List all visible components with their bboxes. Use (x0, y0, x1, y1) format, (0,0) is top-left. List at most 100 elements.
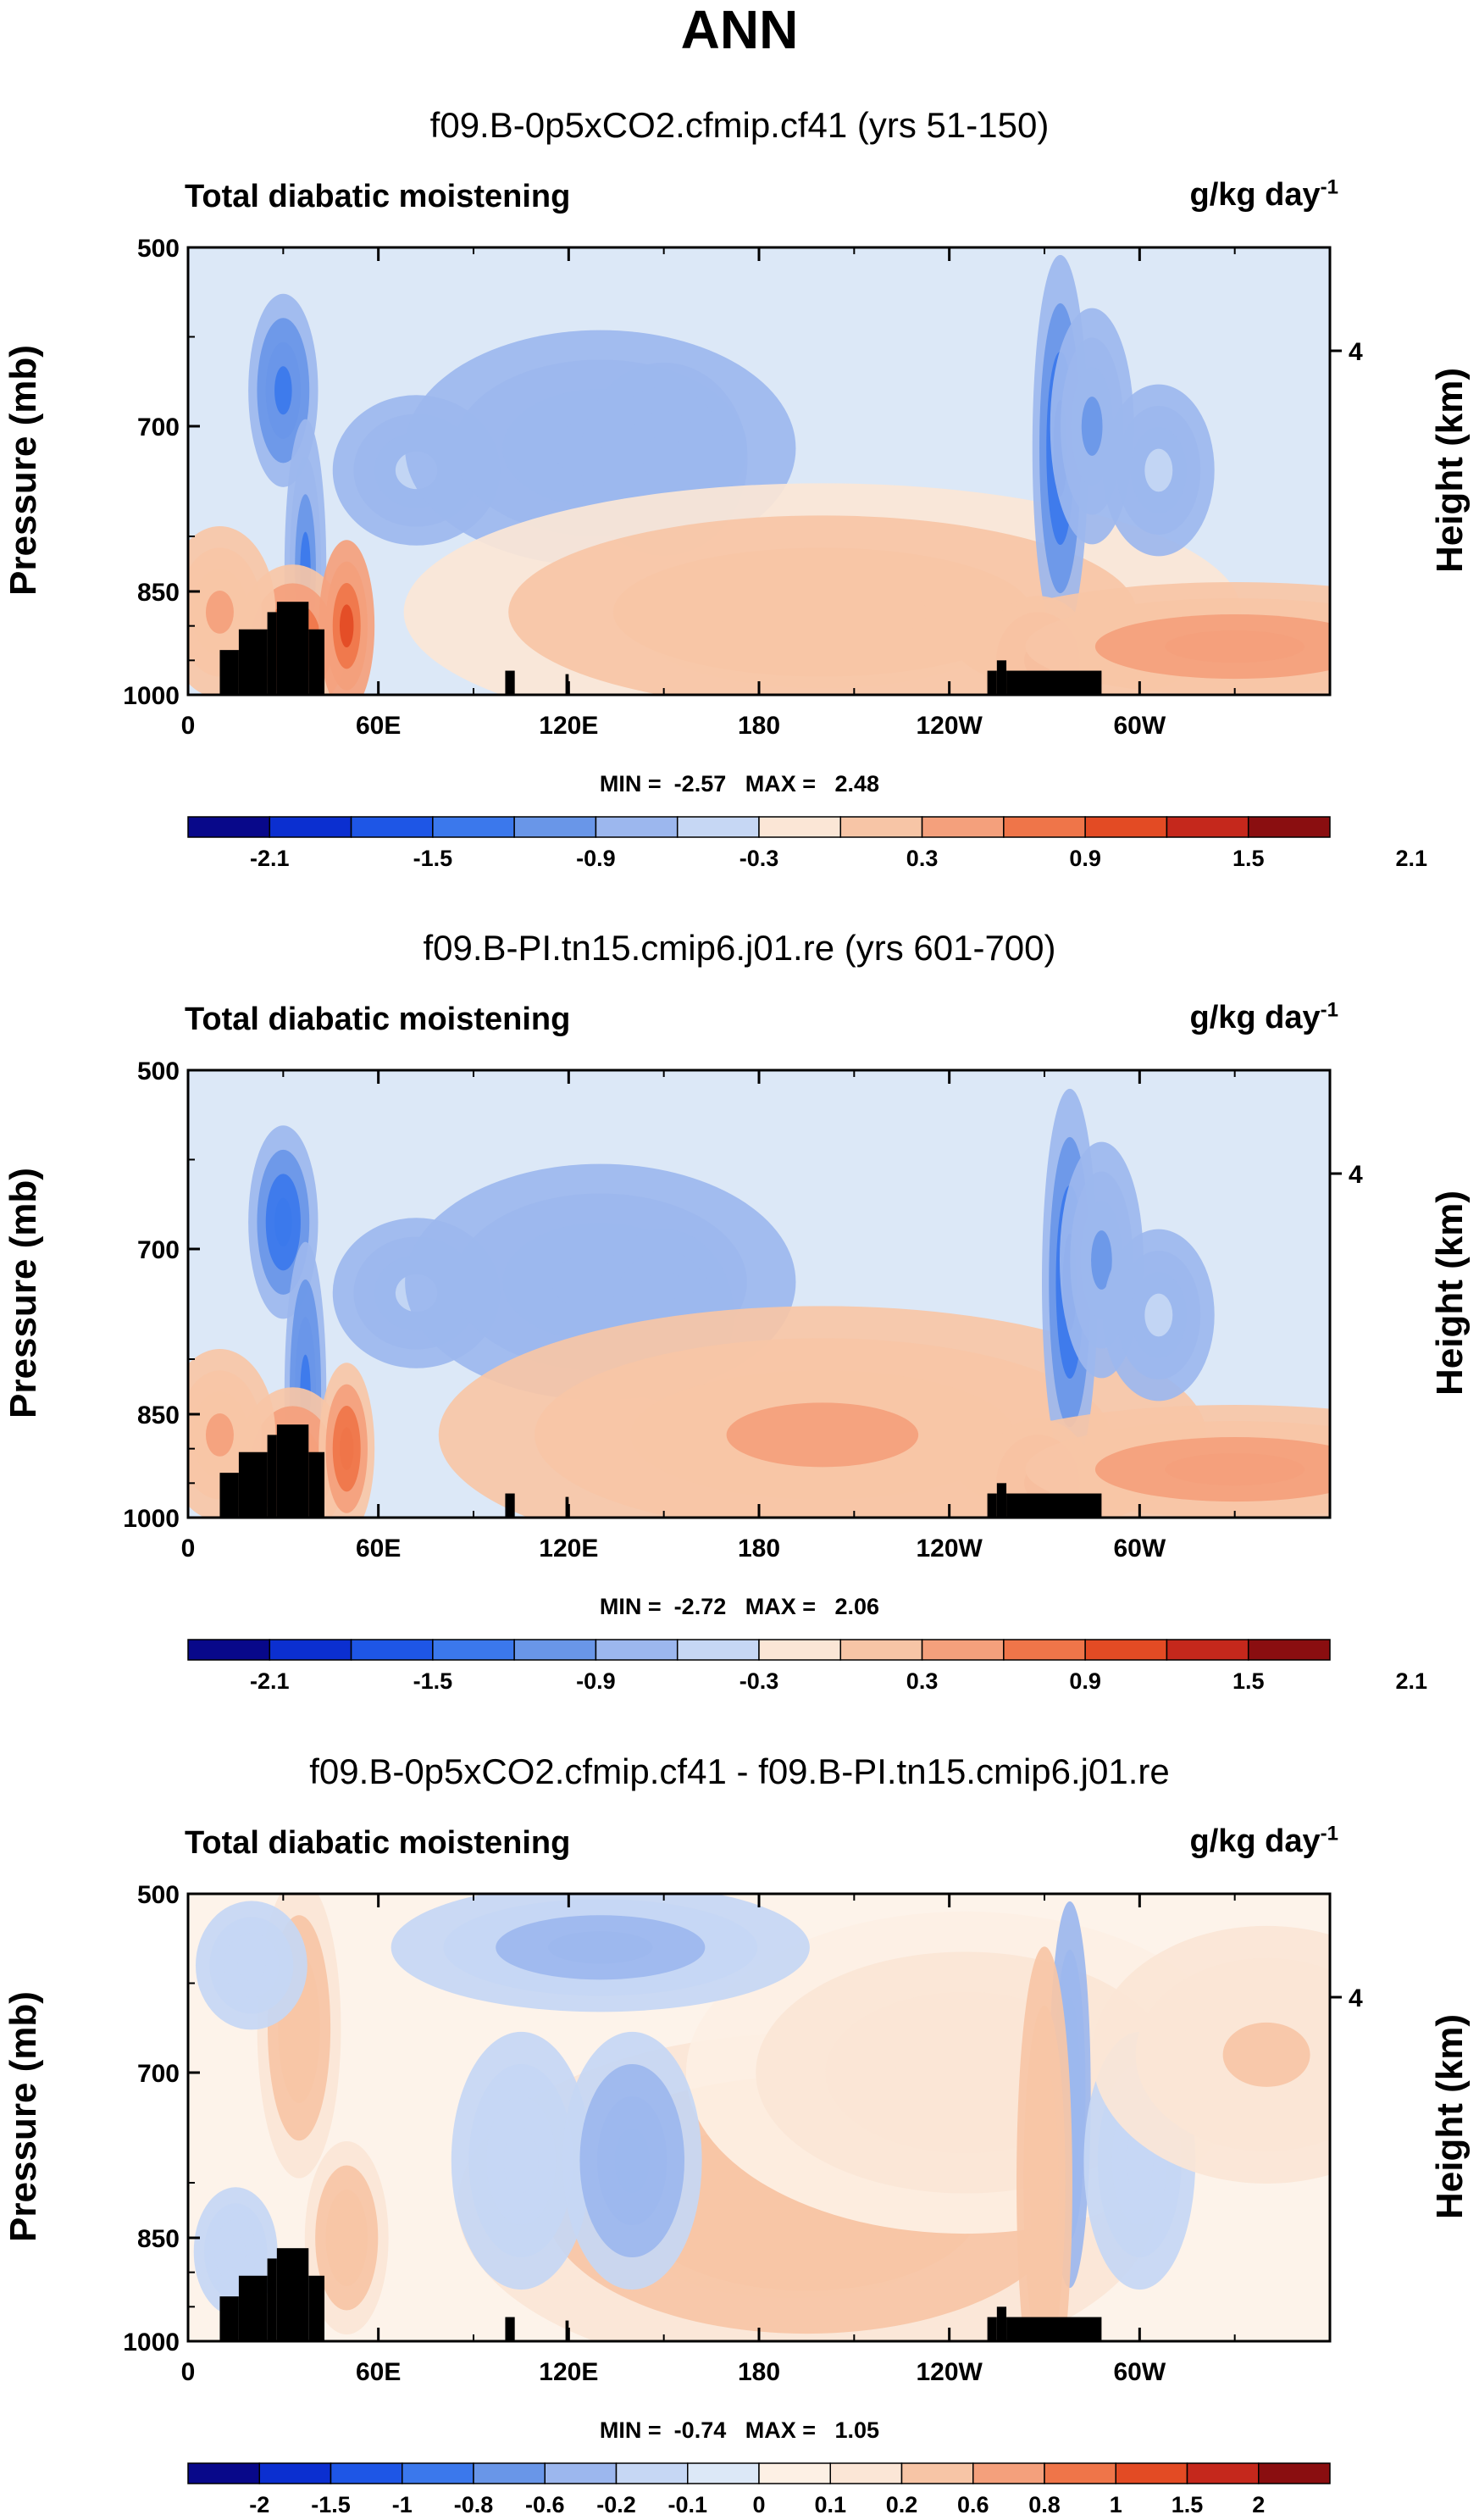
panel-3-feature-3-level-3 (288, 1990, 310, 2066)
panel-3-colorbar-label-7: 0 (752, 2492, 765, 2517)
panel-3-colorbar-box-4 (473, 2462, 546, 2484)
panel-3-colorbar-label-6: -0.1 (667, 2492, 707, 2517)
panel-1-feature-8-level-3 (717, 580, 928, 645)
panel-2-title: f09.B-PI.tn15.cmip6.j01.re (yrs 601-700) (423, 928, 1056, 968)
panel-2-topography-1 (238, 1451, 268, 1518)
panel-2-topography-9 (1006, 1493, 1102, 1518)
panel-3-topography-7 (987, 2317, 997, 2341)
panel-3-colorbar-label-2: -1 (392, 2492, 413, 2517)
panel-2-colorbar-label-0: -2.1 (250, 1668, 290, 1694)
panel-1-topography-2 (267, 612, 277, 695)
panel-2-xtick-label-180: 180 (738, 1535, 780, 1563)
panel-1-xtick-label-120E: 120E (539, 712, 598, 740)
panel-2-colorbar-box-11 (1084, 1639, 1168, 1661)
panel-3-colorbar-label-1: -1.5 (311, 2492, 351, 2517)
panel-1-feature-11-level-3 (1144, 448, 1173, 492)
panel-3-colorbar-box-7 (687, 2462, 760, 2484)
panel-1-topography-4 (308, 629, 325, 695)
panel-1-xtick-label-60W: 60W (1113, 712, 1166, 740)
panel-1-min-max: MIN = -2.57 MAX = 2.48 (599, 771, 880, 797)
panel-1-colorbar-box-4 (513, 816, 597, 838)
panel-1-colorbar-box-7 (758, 816, 842, 838)
panel-2-topography-0 (219, 1473, 239, 1518)
panel-2-colorbar-label-2: -0.9 (576, 1668, 616, 1694)
panel-2-colorbar-label-6: 1.5 (1232, 1668, 1265, 1694)
panel-2-variable-label: Total diabatic moistening (185, 1002, 571, 1037)
panel-3-feature-4-level-3 (335, 2213, 357, 2262)
panel-3-feature-7-level-3 (503, 2128, 539, 2194)
panel-2-colorbar-box-12 (1166, 1639, 1249, 1661)
panel-3-topography-2 (267, 2258, 277, 2341)
panel-2-colorbar-box-7 (758, 1639, 842, 1661)
panel-1-feature-13-level-3 (1165, 630, 1305, 663)
panel-3-colorbar-label-13: 1.5 (1172, 2492, 1204, 2517)
panel-2-colorbar-box-10 (1003, 1639, 1086, 1661)
panel-2-topography-2 (267, 1435, 277, 1518)
panel-2-topography-6 (565, 1496, 569, 1518)
panel-1-ytick-label-850: 850 (137, 579, 180, 607)
panel-3-colorbar-box-9 (829, 2462, 903, 2484)
panel-1-topography-1 (238, 629, 268, 695)
panel-3-feature-5-level-3 (237, 1949, 266, 1982)
panel-3-ytick-label-500: 500 (137, 1881, 180, 1909)
panel-3-topography-6 (565, 2320, 569, 2341)
panel-3-units-label: g/kg day-1 (1189, 1822, 1339, 1859)
panel-3-min-max: MIN = -0.74 MAX = 1.05 (599, 2417, 880, 2443)
panel-1-colorbar-box-1 (269, 816, 352, 838)
panel-1-colorbar-box-8 (839, 816, 923, 838)
panel-3-colorbar-box-14 (1186, 2462, 1260, 2484)
panel-3-xtick-label-120W: 120W (916, 2358, 983, 2386)
panel-3-ytick-label-1000: 1000 (123, 2329, 180, 2356)
panel-1-colorbar-box-12 (1166, 816, 1249, 838)
panel-1-ytick-label-500: 500 (137, 235, 180, 263)
panel-3-colorbar-label-8: 0.1 (814, 2492, 846, 2517)
panel-1-colorbar-box-3 (432, 816, 515, 838)
panel-2-feature-14-level-3 (205, 1413, 234, 1457)
panel-1-topography-9 (1006, 670, 1102, 695)
panel-2-colorbar-box-2 (350, 1639, 434, 1661)
panel-2-ytick-label-700: 700 (137, 1236, 180, 1264)
panel-1-colorbar-box-10 (1003, 816, 1086, 838)
panel-3-colorbar-box-13 (1115, 2462, 1188, 2484)
panel-2-feature-13-level-3 (1165, 1453, 1305, 1486)
page-title: ANN (680, 0, 799, 60)
panel-3-feature-12-level-3 (1222, 2022, 1310, 2087)
panel-1-topography-8 (996, 660, 1007, 695)
panel-2-colorbar-box-6 (676, 1639, 760, 1661)
panel-1-colorbar-label-7: 2.1 (1396, 846, 1428, 871)
panel-2-xtick-label-120E: 120E (539, 1535, 598, 1563)
panel-2-ytick-label-850: 850 (137, 1402, 180, 1429)
panel-3-feature-2-level-3 (895, 2032, 1035, 2113)
panel-1-feature-10-level-3 (1081, 397, 1103, 456)
panel-1-colorbar-box-5 (595, 816, 679, 838)
panel-2-feature-11-level-3 (1144, 1293, 1173, 1337)
panel-1-topography-3 (276, 602, 309, 695)
panel-3-colorbar-box-6 (615, 2462, 689, 2484)
panel-2-topography-8 (996, 1483, 1007, 1518)
panel-2-feature-8-level-3 (726, 1402, 919, 1468)
panel-1-xtick-label-120W: 120W (916, 712, 983, 740)
panel-3-topography-8 (996, 2306, 1007, 2341)
panel-1-colorbar-box-9 (921, 816, 1005, 838)
panel-1-colorbar-box-6 (676, 816, 760, 838)
panel-2-xtick-label-60W: 60W (1113, 1535, 1166, 1563)
panel-1-colorbar-box-0 (187, 816, 271, 838)
panel-2-colorbar-label-1: -1.5 (413, 1668, 453, 1694)
panel-1-ytick-label-700: 700 (137, 414, 180, 441)
panel-2-topography-3 (276, 1424, 309, 1518)
panel-3-colorbar-label-0: -2 (249, 2492, 269, 2517)
panel-3-colorbar-box-0 (187, 2462, 260, 2484)
panel-1-feature-0-level-3 (274, 366, 292, 415)
panel-2-ytick-label-1000: 1000 (123, 1505, 180, 1533)
panel-2-colorbar-box-3 (432, 1639, 515, 1661)
panel-1-xtick-label-60E: 60E (356, 712, 401, 740)
panel-3-colorbar-box-10 (900, 2462, 974, 2484)
panel-2-colorbar-box-0 (187, 1639, 271, 1661)
panel-1-colorbar-label-4: 0.3 (906, 846, 939, 871)
panel-3-feature-10-level-3 (1037, 2123, 1052, 2242)
panel-2-colorbar-box-5 (595, 1639, 679, 1661)
panel-3-xtick-label-60E: 60E (356, 2358, 401, 2386)
panel-3-feature-6-level-3 (547, 1931, 653, 1964)
panel-1-title: f09.B-0p5xCO2.cfmip.cf41 (yrs 51-150) (429, 105, 1050, 145)
